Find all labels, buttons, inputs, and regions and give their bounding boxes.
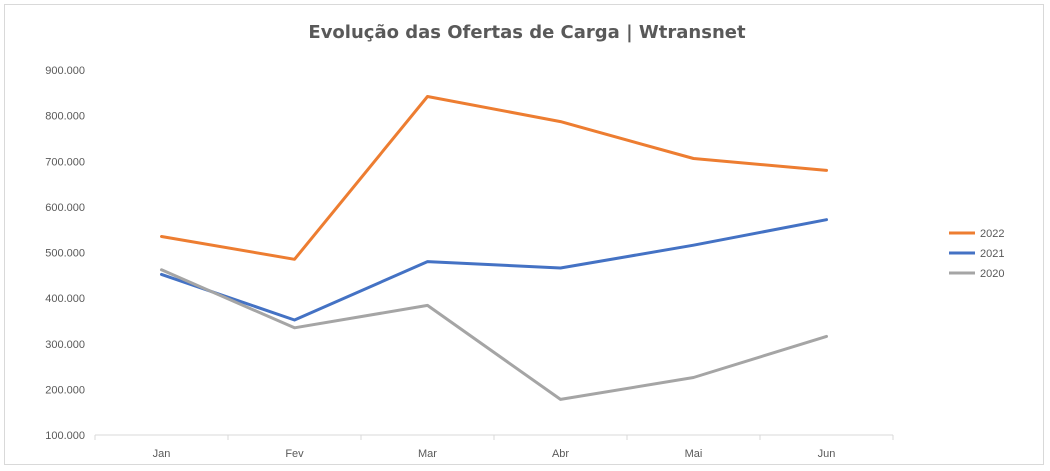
x-tick-label: Mar [418,448,437,460]
x-tick-label: Jun [818,448,836,460]
series-line-2022 [160,95,828,261]
y-tick-label: 400.000 [45,293,85,305]
y-tick-label: 900.000 [45,65,85,77]
y-tick-label: 200.000 [45,384,85,396]
series-lines [160,95,828,401]
y-tick-label: 600.000 [45,202,85,214]
y-tick-label: 500.000 [45,248,85,260]
chart-frame: Evolução das Ofertas de Carga | Wtransne… [4,4,1044,465]
x-axis-ticks: Jan Fev Mar Abr Mai Jun [94,435,894,460]
y-tick-label: 100.000 [45,430,85,442]
series-line-2021 [160,218,828,322]
y-tick-label: 300.000 [45,339,85,351]
legend-label-2021: 2021 [980,248,1004,260]
y-axis-ticks: 100.000 200.000 300.000 400.000 500.000 600.0… [45,65,85,442]
series-line-2020 [160,268,828,401]
legend: 2022 2021 2020 [949,228,1004,280]
x-tick-label: Jan [153,448,171,460]
line-chart: Evolução das Ofertas de Carga | Wtransne… [45,22,1004,460]
legend-label-2022: 2022 [980,228,1004,240]
chart-title: Evolução das Ofertas de Carga | Wtransne… [308,22,746,43]
x-tick-label: Abr [552,448,569,460]
x-tick-label: Fev [285,448,304,460]
y-tick-label: 700.000 [45,156,85,168]
y-tick-label: 800.000 [45,111,85,123]
x-tick-label: Mai [685,448,703,460]
legend-label-2020: 2020 [980,268,1004,280]
